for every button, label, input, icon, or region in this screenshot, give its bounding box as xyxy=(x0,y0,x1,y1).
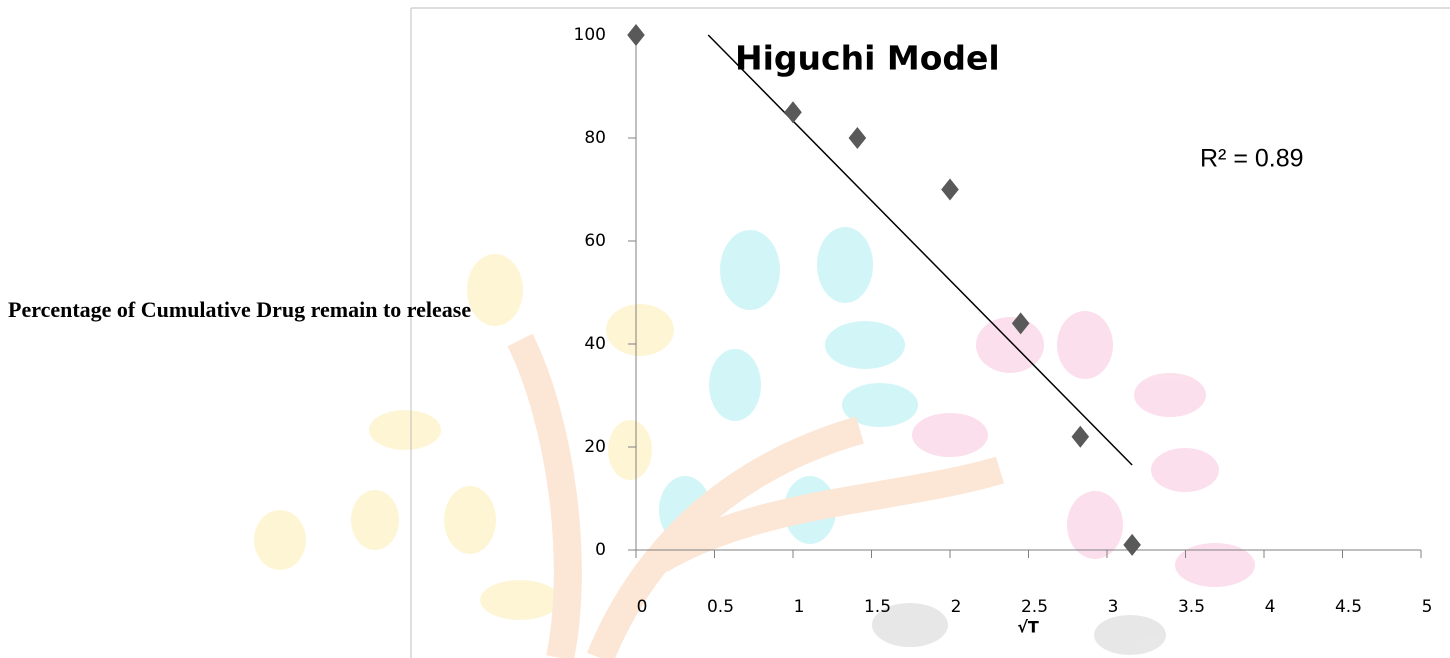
data-point xyxy=(848,127,867,149)
data-point xyxy=(1123,533,1141,556)
data-point xyxy=(1071,425,1090,448)
x-tick-label: 0.5 xyxy=(707,597,734,617)
y-tick-label: 20 xyxy=(584,437,606,457)
y-tick-label: 40 xyxy=(584,334,606,354)
data-point xyxy=(941,178,959,201)
x-tick-label: 1 xyxy=(794,597,805,617)
y-tick-label: 100 xyxy=(574,25,606,45)
x-tick-label: 3 xyxy=(1108,597,1119,617)
x-tick-label: 2.5 xyxy=(1021,597,1048,617)
y-tick-label: 0 xyxy=(595,540,606,560)
x-tick-label: 1.5 xyxy=(864,597,891,617)
data-point xyxy=(627,24,645,46)
x-tick-label: 0 xyxy=(637,597,648,617)
y-tick-label: 60 xyxy=(584,231,606,251)
watermark xyxy=(254,227,1255,658)
chart-title: Higuchi Model xyxy=(735,39,1000,78)
x-tick-label: 2 xyxy=(951,597,962,617)
x-tick-label: 4.5 xyxy=(1335,597,1362,617)
x-axis-label: √T xyxy=(1017,618,1039,637)
x-tick-label: 4 xyxy=(1265,597,1276,617)
y-axis-label: Percentage of Cumulative Drug remain to … xyxy=(8,297,471,322)
y-tick-label: 80 xyxy=(584,128,606,148)
data-point xyxy=(784,101,802,124)
trendline xyxy=(707,34,1133,466)
x-tick-label: 3.5 xyxy=(1178,597,1205,617)
x-tick-label: 5 xyxy=(1422,597,1433,617)
annotation: R² = 0.89 xyxy=(1200,145,1304,173)
data-point xyxy=(1011,312,1030,335)
